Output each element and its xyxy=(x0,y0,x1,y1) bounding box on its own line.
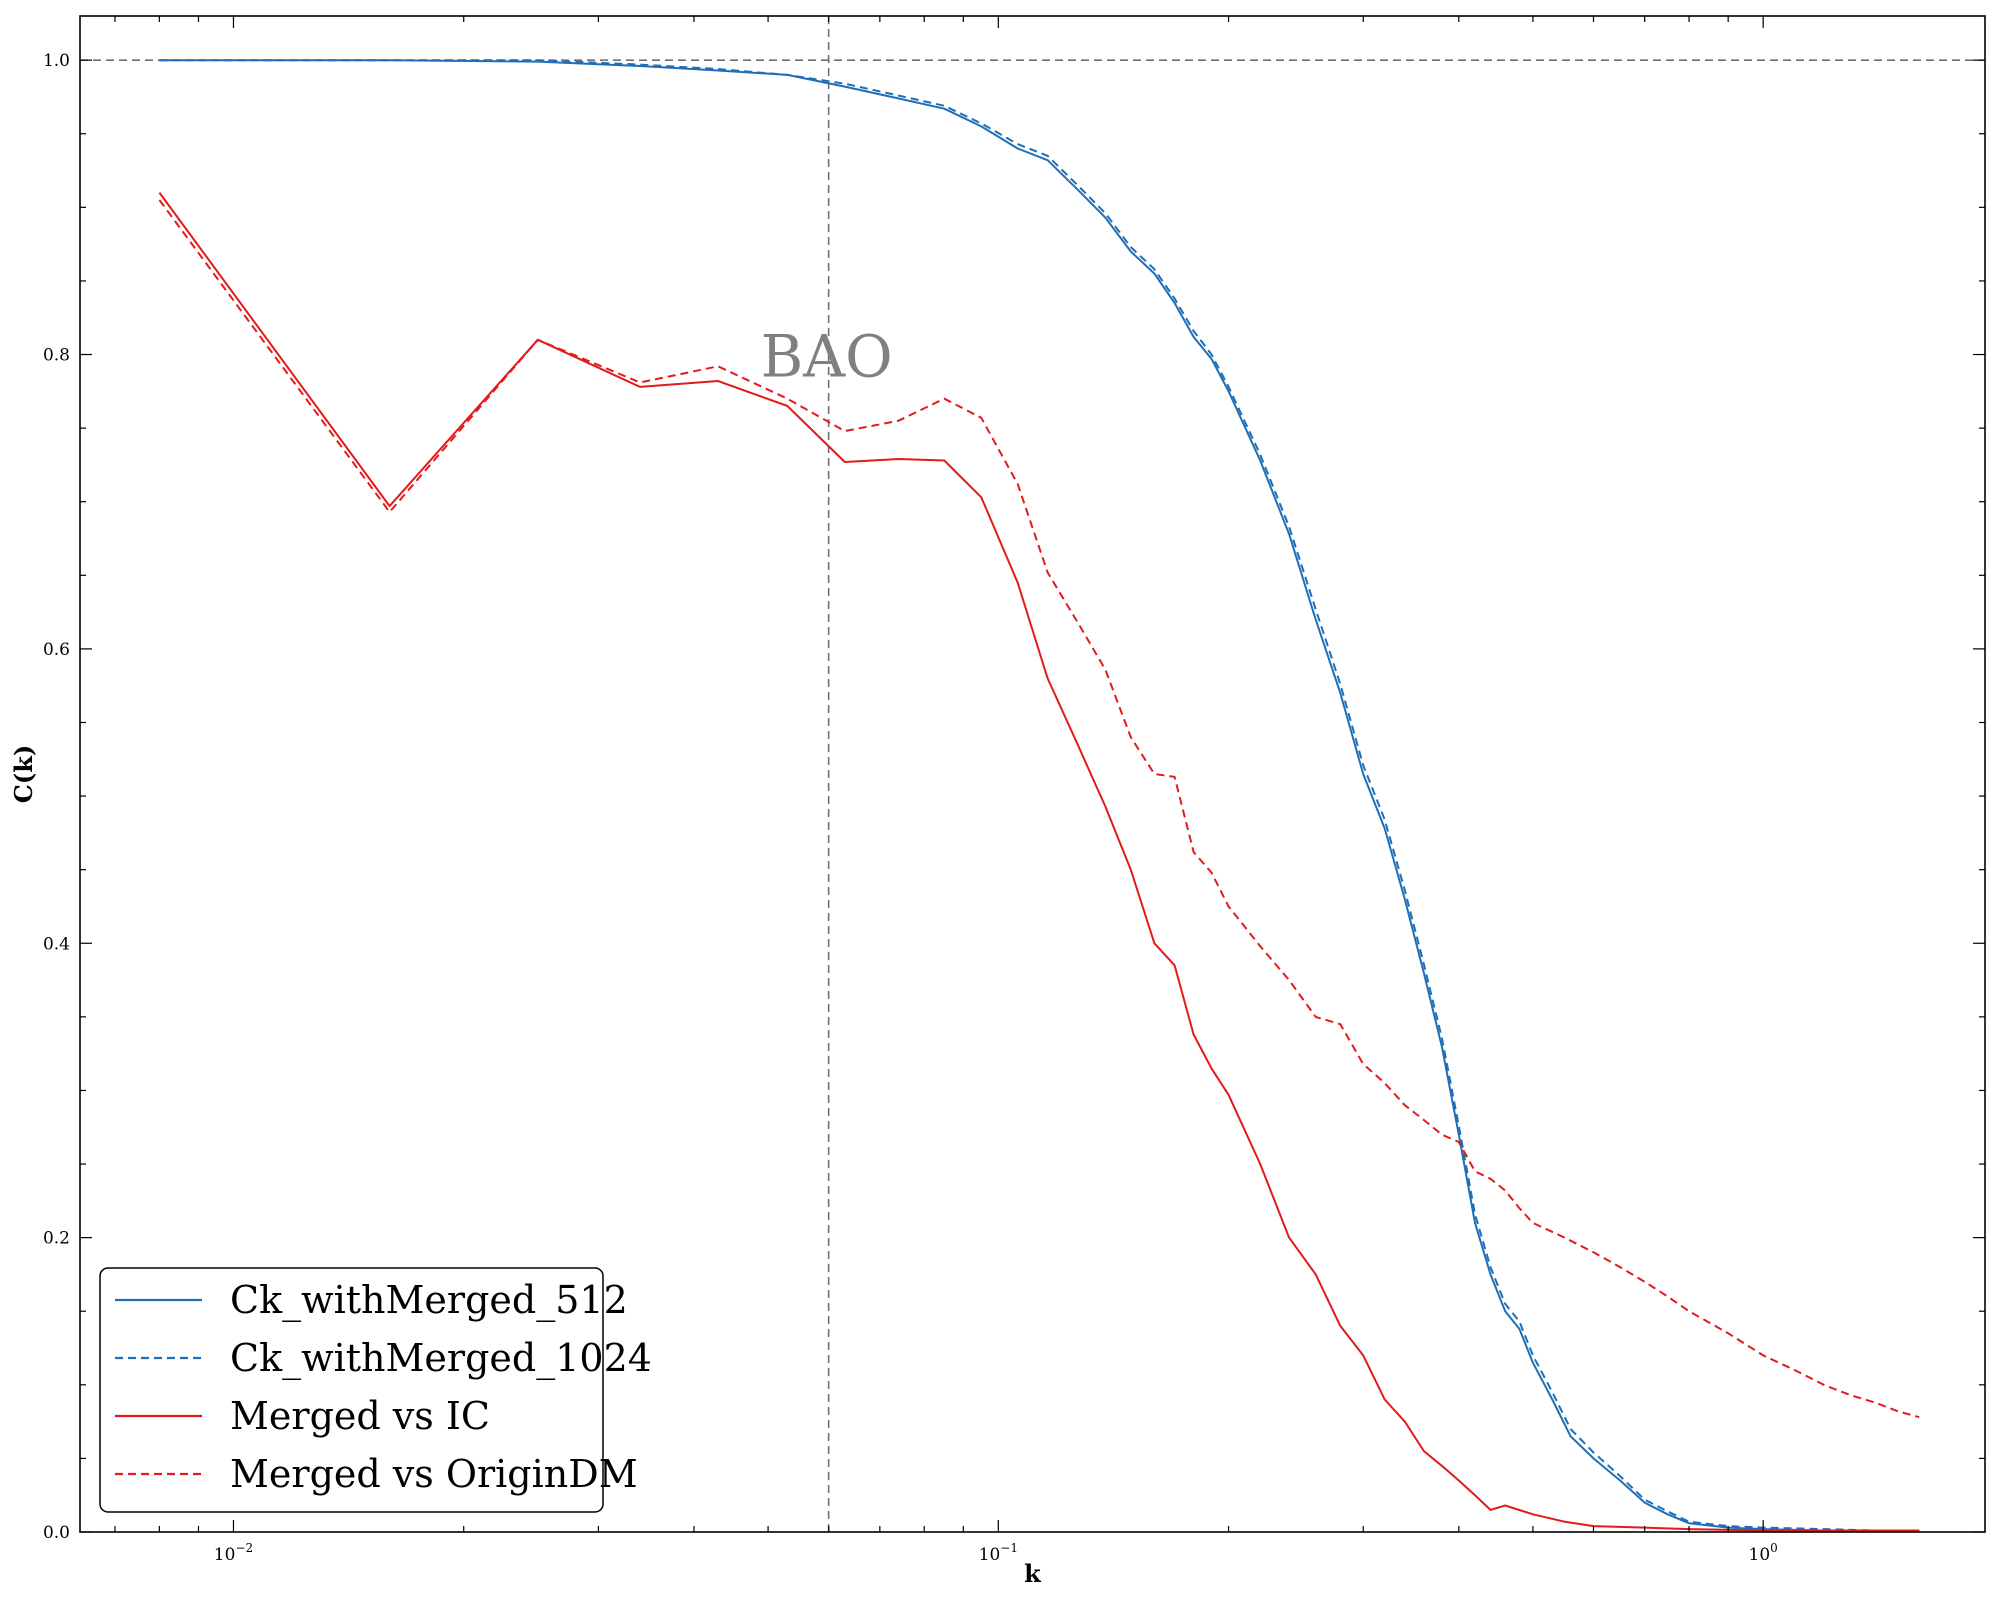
x-tick-exponent: 0 xyxy=(1770,1541,1778,1555)
legend-box xyxy=(99,1267,604,1513)
y-tick-label: 0.4 xyxy=(43,934,70,954)
x-tick-label: 100 xyxy=(1749,1541,1778,1565)
series-line-1 xyxy=(159,59,1920,1532)
series-line-3 xyxy=(158,192,1920,1532)
x-tick-exponent: −2 xyxy=(235,1541,253,1555)
y-axis-label: C(k) xyxy=(9,745,38,803)
x-tick-label: 10−1 xyxy=(979,1541,1018,1565)
series-line-2 xyxy=(159,59,1920,1532)
legend-label-2: Ck_withMerged_1024 xyxy=(230,1336,652,1381)
y-tick-label: 0.6 xyxy=(43,640,70,660)
ticks xyxy=(80,16,1985,1533)
bao-annotation: BAO xyxy=(761,323,893,391)
plot-frame xyxy=(79,15,1986,1533)
x-axis-label: k xyxy=(1024,1559,1042,1588)
y-tick-label: 0.0 xyxy=(43,1523,70,1543)
series-line-4 xyxy=(158,199,1920,1419)
y-tick-label: 0.8 xyxy=(43,346,70,366)
x-tick-exponent: −1 xyxy=(1000,1541,1018,1555)
legend: Ck_withMerged_512 Ck_withMerged_1024 Merge… xyxy=(99,1267,652,1513)
y-tick-label: 1.0 xyxy=(43,51,70,71)
x-tick-label: 10−2 xyxy=(214,1541,253,1565)
legend-label-1: Ck_withMerged_512 xyxy=(230,1278,628,1323)
y-tick-label: 0.2 xyxy=(43,1229,70,1249)
plot-lines xyxy=(80,16,1985,1532)
legend-label-4: Merged vs OriginDM xyxy=(230,1452,638,1496)
legend-label-3: Merged vs IC xyxy=(230,1394,490,1438)
